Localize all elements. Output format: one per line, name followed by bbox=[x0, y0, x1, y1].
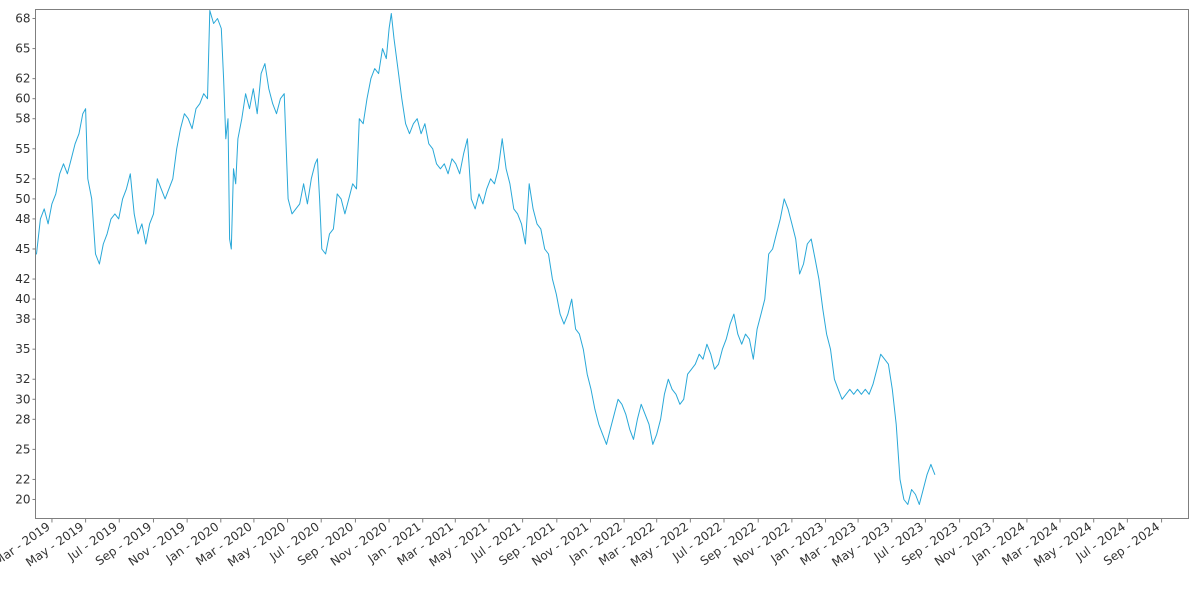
y-tick-label: 25 bbox=[15, 442, 30, 456]
y-tick-label: 68 bbox=[15, 12, 30, 26]
series-layer bbox=[36, 10, 936, 505]
y-tick-label: 38 bbox=[15, 312, 30, 326]
y-tick-label: 50 bbox=[15, 192, 30, 206]
y-tick-label: 42 bbox=[15, 272, 30, 286]
y-tick-label: 52 bbox=[15, 172, 30, 186]
y-tick-label: 32 bbox=[15, 372, 30, 386]
y-tick-label: 40 bbox=[15, 292, 30, 306]
plot-area-frame bbox=[35, 9, 1189, 519]
series-line-0 bbox=[36, 10, 936, 505]
y-tick-label: 48 bbox=[15, 212, 30, 226]
y-tick-label: 20 bbox=[15, 492, 30, 506]
y-tick-label: 65 bbox=[15, 42, 30, 56]
y-tick-label: 30 bbox=[15, 392, 30, 406]
y-axis: 20 22 25 28 30 32 35 38 40 42 45 48 50 52 55 58 60 62 65 68 bbox=[15, 12, 36, 506]
y-tick-label: 58 bbox=[15, 112, 30, 126]
y-tick-label: 35 bbox=[15, 342, 30, 356]
y-tick-label: 60 bbox=[15, 92, 30, 106]
y-tick-label: 22 bbox=[15, 472, 30, 486]
y-tick-label: 55 bbox=[15, 142, 30, 156]
y-tick-label: 45 bbox=[15, 242, 30, 256]
y-tick-label: 62 bbox=[15, 72, 30, 86]
y-tick-label: 28 bbox=[15, 412, 30, 426]
